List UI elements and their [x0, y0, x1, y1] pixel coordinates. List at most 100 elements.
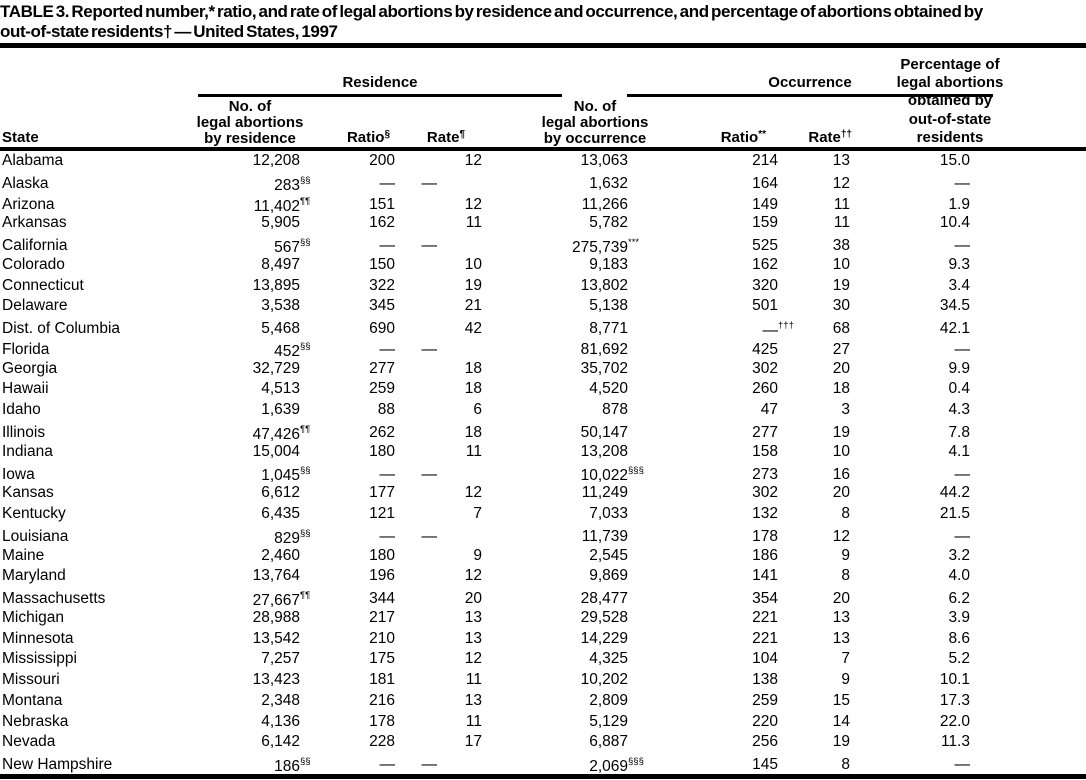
header-rule — [0, 147, 1086, 151]
cell-occ-rate: 9 — [841, 671, 850, 689]
cell-res-no: 567§§ — [274, 237, 311, 257]
table-row: Michigan 28,988 217 13 29,528 221 13 3.9 — [0, 608, 1086, 629]
cell-pct: — — [954, 174, 971, 192]
cell-occ-rate: 11 — [833, 214, 850, 232]
cell-res-rate: — — [421, 527, 438, 545]
cell-res-ratio: 228 — [369, 733, 395, 751]
cell-res-no: 13,764 — [252, 567, 300, 585]
cell-pct: 17.3 — [939, 691, 970, 709]
cell-res-ratio: 151 — [369, 195, 395, 213]
cell-res-rate: 11 — [465, 214, 482, 232]
cell-occ-no: 11,739 — [581, 527, 628, 545]
cell-occ-rate: 12 — [832, 174, 850, 192]
residence-group-rule — [198, 94, 562, 97]
cell-res-ratio: 690 — [369, 320, 395, 338]
cell-res-ratio: — — [379, 237, 396, 255]
cell-pct: 42.1 — [939, 320, 970, 338]
cell-res-ratio: 259 — [369, 380, 395, 398]
cell-occ-ratio: 149 — [752, 195, 778, 213]
cell-occ-rate: 16 — [832, 465, 850, 483]
cell-res-no: 3,538 — [261, 297, 300, 315]
cell-res-rate: 12 — [464, 567, 482, 585]
table-row: Illinois 47,426¶¶ 262 18 50,147 277 19 7.8 — [0, 421, 1086, 443]
cell-occ-ratio: 221 — [752, 608, 778, 626]
cell-state: California — [2, 237, 68, 255]
cell-occ-ratio: 273 — [752, 465, 778, 483]
column-header-occ-ratio: Ratio** — [720, 129, 766, 146]
cell-state: Delaware — [2, 297, 68, 315]
column-header-occ-no: No. of legal abortions by occurrence — [541, 98, 649, 147]
cell-res-ratio: 217 — [369, 608, 395, 626]
cell-occ-no: 10,022§§§ — [580, 465, 644, 485]
cell-occ-rate: 20 — [832, 590, 850, 608]
cell-res-rate: 21 — [464, 297, 482, 315]
cell-res-rate: — — [421, 340, 438, 358]
cell-res-no: 1,639 — [261, 401, 300, 419]
cell-occ-ratio: 159 — [752, 214, 778, 232]
cell-occ-ratio: 425 — [752, 340, 778, 358]
cell-state: Alaska — [2, 174, 49, 192]
cell-res-rate: 6 — [473, 401, 482, 419]
cell-res-ratio: 200 — [369, 152, 395, 169]
cell-res-no: 829§§ — [274, 527, 311, 547]
cell-res-rate: 7 — [473, 505, 482, 523]
cell-occ-ratio: 302 — [752, 484, 778, 502]
table-row: Arkansas 5,905 162 11 5,782 159 11 10.4 — [0, 213, 1086, 234]
cell-occ-ratio: 259 — [752, 691, 778, 709]
cell-pct: 3.2 — [948, 546, 970, 564]
cell-res-no: 1,045§§ — [261, 465, 311, 485]
table-row: Nebraska 4,136 178 11 5,129 220 14 22.0 — [0, 712, 1086, 733]
cell-occ-no: 13,063 — [580, 152, 628, 169]
cell-pct: 3.9 — [948, 608, 970, 626]
table-row: Dist. of Columbia 5,468 690 42 8,771 —††† 68 42… — [0, 317, 1086, 339]
cell-res-ratio: — — [379, 340, 396, 358]
table-row: Mississippi 7,257 175 12 4,325 104 7 5.2 — [0, 649, 1086, 670]
cell-occ-no: 878 — [602, 401, 628, 419]
cell-state: Indiana — [2, 442, 53, 460]
column-header-pct-out-of-state: Percentage of legal abortions obtained b… — [896, 56, 1004, 146]
cell-res-rate: 17 — [464, 733, 482, 751]
cell-occ-no: 7,033 — [589, 505, 628, 523]
table-title: TABLE 3. Reported number,* ratio, and ra… — [0, 0, 1086, 42]
cell-state: New Hampshire — [2, 756, 113, 774]
table-body: Alabama 12,208 200 12 13,063 214 13 15.0 Alaska 2… — [0, 151, 1086, 775]
table-row: Arizona 11,402¶¶ 151 12 11,266 149 11 1.9 — [0, 193, 1086, 215]
res-ratio-footnote-mark: § — [384, 129, 390, 140]
cell-occ-rate: 68 — [832, 320, 850, 338]
cell-occ-no: 2,069§§§ — [589, 756, 644, 776]
cell-res-rate: 20 — [464, 590, 482, 608]
cell-occ-no: 4,520 — [589, 380, 628, 398]
cell-res-ratio: 181 — [369, 671, 395, 689]
cell-res-rate: 18 — [464, 424, 482, 442]
cell-occ-ratio: 47 — [760, 401, 778, 419]
cell-pct: 10.4 — [939, 214, 970, 232]
cell-res-no: 6,612 — [261, 484, 300, 502]
column-header-occ-rate: Rate†† — [808, 129, 852, 146]
cell-res-ratio: 162 — [369, 214, 395, 232]
cell-occ-ratio: 302 — [752, 359, 778, 377]
cell-occ-rate: 8 — [841, 567, 850, 585]
column-header-state: State — [2, 129, 39, 146]
cell-occ-rate: 13 — [832, 629, 850, 647]
cell-res-rate: — — [421, 756, 438, 774]
cell-occ-rate: 13 — [832, 608, 850, 626]
cell-occ-rate: 7 — [841, 650, 850, 668]
cell-occ-ratio: 220 — [752, 712, 778, 730]
cell-occ-ratio: 178 — [752, 527, 778, 545]
cell-occ-ratio: 320 — [752, 276, 778, 294]
cell-occ-ratio: 256 — [752, 733, 778, 751]
cell-pct: 9.9 — [948, 359, 970, 377]
cell-res-ratio: 344 — [369, 590, 395, 608]
cell-occ-no: 35,702 — [580, 359, 628, 377]
cell-occ-rate: 27 — [832, 340, 850, 358]
cell-pct: — — [954, 340, 971, 358]
cell-res-no: 6,435 — [261, 505, 300, 523]
cell-occ-ratio: —††† — [762, 320, 794, 340]
cell-res-no: 13,542 — [252, 629, 300, 647]
cell-res-no: 12,208 — [252, 152, 300, 169]
cell-res-rate: — — [421, 465, 438, 483]
residence-group-label: Residence — [342, 74, 418, 91]
table-row: Delaware 3,538 345 21 5,138 501 30 34.5 — [0, 296, 1086, 317]
table-title-line1: TABLE 3. Reported number,* ratio, and ra… — [0, 2, 983, 21]
cell-occ-no: 13,208 — [580, 442, 628, 460]
